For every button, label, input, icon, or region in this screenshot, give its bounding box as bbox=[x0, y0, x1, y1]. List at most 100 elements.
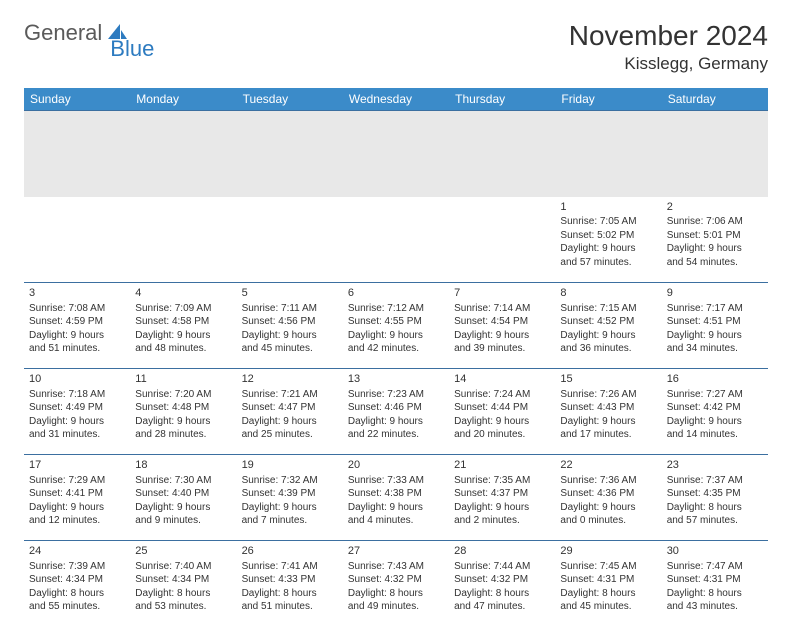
calendar-cell: 8Sunrise: 7:15 AMSunset: 4:52 PMDaylight… bbox=[555, 283, 661, 369]
sunrise-text: Sunrise: 7:43 AM bbox=[348, 560, 444, 574]
sunrise-text: Sunrise: 7:23 AM bbox=[348, 388, 444, 402]
sunset-text: Sunset: 4:55 PM bbox=[348, 315, 444, 329]
calendar-week: 3Sunrise: 7:08 AMSunset: 4:59 PMDaylight… bbox=[24, 283, 768, 369]
daylight-text: Daylight: 9 hours bbox=[348, 415, 444, 429]
daylight-text: Daylight: 9 hours bbox=[560, 329, 656, 343]
calendar-cell bbox=[24, 197, 130, 283]
calendar-cell: 30Sunrise: 7:47 AMSunset: 4:31 PMDayligh… bbox=[662, 541, 768, 627]
sunset-text: Sunset: 4:34 PM bbox=[135, 573, 231, 587]
calendar-cell bbox=[343, 197, 449, 283]
calendar-cell: 23Sunrise: 7:37 AMSunset: 4:35 PMDayligh… bbox=[662, 455, 768, 541]
sunrise-text: Sunrise: 7:39 AM bbox=[29, 560, 125, 574]
sunset-text: Sunset: 4:48 PM bbox=[135, 401, 231, 415]
daylight-text: Daylight: 9 hours bbox=[242, 415, 338, 429]
sunrise-text: Sunrise: 7:14 AM bbox=[454, 302, 550, 316]
header: General Blue November 2024 Kisslegg, Ger… bbox=[24, 20, 768, 74]
calendar-cell: 19Sunrise: 7:32 AMSunset: 4:39 PMDayligh… bbox=[237, 455, 343, 541]
sunrise-text: Sunrise: 7:08 AM bbox=[29, 302, 125, 316]
daylight-text: Daylight: 8 hours bbox=[242, 587, 338, 601]
day-number: 7 bbox=[454, 286, 550, 301]
day-number: 8 bbox=[560, 286, 656, 301]
calendar-cell: 26Sunrise: 7:41 AMSunset: 4:33 PMDayligh… bbox=[237, 541, 343, 627]
col-friday: Friday bbox=[555, 88, 661, 111]
daylight-text: Daylight: 9 hours bbox=[667, 242, 763, 256]
sunrise-text: Sunrise: 7:24 AM bbox=[454, 388, 550, 402]
sunrise-text: Sunrise: 7:32 AM bbox=[242, 474, 338, 488]
day-number: 17 bbox=[29, 458, 125, 473]
daylight-text: Daylight: 8 hours bbox=[29, 587, 125, 601]
daylight-text: Daylight: 9 hours bbox=[135, 329, 231, 343]
location: Kisslegg, Germany bbox=[569, 54, 768, 74]
daylight-text: and 28 minutes. bbox=[135, 428, 231, 442]
daylight-text: Daylight: 9 hours bbox=[560, 501, 656, 515]
daylight-text: and 14 minutes. bbox=[667, 428, 763, 442]
calendar-cell: 20Sunrise: 7:33 AMSunset: 4:38 PMDayligh… bbox=[343, 455, 449, 541]
col-saturday: Saturday bbox=[662, 88, 768, 111]
sunrise-text: Sunrise: 7:26 AM bbox=[560, 388, 656, 402]
sunset-text: Sunset: 4:46 PM bbox=[348, 401, 444, 415]
daylight-text: and 22 minutes. bbox=[348, 428, 444, 442]
sunset-text: Sunset: 4:44 PM bbox=[454, 401, 550, 415]
calendar-cell: 11Sunrise: 7:20 AMSunset: 4:48 PMDayligh… bbox=[130, 369, 236, 455]
calendar-cell: 5Sunrise: 7:11 AMSunset: 4:56 PMDaylight… bbox=[237, 283, 343, 369]
sunset-text: Sunset: 4:39 PM bbox=[242, 487, 338, 501]
calendar-cell: 22Sunrise: 7:36 AMSunset: 4:36 PMDayligh… bbox=[555, 455, 661, 541]
daylight-text: and 0 minutes. bbox=[560, 514, 656, 528]
day-number: 30 bbox=[667, 544, 763, 559]
calendar-cell: 2Sunrise: 7:06 AMSunset: 5:01 PMDaylight… bbox=[662, 197, 768, 283]
sunrise-text: Sunrise: 7:47 AM bbox=[667, 560, 763, 574]
day-number: 6 bbox=[348, 286, 444, 301]
sunrise-text: Sunrise: 7:18 AM bbox=[29, 388, 125, 402]
daylight-text: and 36 minutes. bbox=[560, 342, 656, 356]
sunset-text: Sunset: 4:54 PM bbox=[454, 315, 550, 329]
calendar-week: 10Sunrise: 7:18 AMSunset: 4:49 PMDayligh… bbox=[24, 369, 768, 455]
calendar-cell: 9Sunrise: 7:17 AMSunset: 4:51 PMDaylight… bbox=[662, 283, 768, 369]
daylight-text: and 45 minutes. bbox=[242, 342, 338, 356]
daylight-text: Daylight: 9 hours bbox=[348, 329, 444, 343]
calendar-cell: 27Sunrise: 7:43 AMSunset: 4:32 PMDayligh… bbox=[343, 541, 449, 627]
calendar-cell: 10Sunrise: 7:18 AMSunset: 4:49 PMDayligh… bbox=[24, 369, 130, 455]
day-number: 4 bbox=[135, 286, 231, 301]
day-number: 1 bbox=[560, 200, 656, 215]
sunset-text: Sunset: 4:36 PM bbox=[560, 487, 656, 501]
day-number: 24 bbox=[29, 544, 125, 559]
daylight-text: and 51 minutes. bbox=[29, 342, 125, 356]
day-number: 9 bbox=[667, 286, 763, 301]
spacer-row bbox=[24, 111, 768, 197]
sunrise-text: Sunrise: 7:06 AM bbox=[667, 215, 763, 229]
sunrise-text: Sunrise: 7:20 AM bbox=[135, 388, 231, 402]
daylight-text: Daylight: 9 hours bbox=[560, 242, 656, 256]
sunset-text: Sunset: 5:01 PM bbox=[667, 229, 763, 243]
day-number: 16 bbox=[667, 372, 763, 387]
sunset-text: Sunset: 4:32 PM bbox=[348, 573, 444, 587]
sunset-text: Sunset: 4:31 PM bbox=[560, 573, 656, 587]
calendar-table: Sunday Monday Tuesday Wednesday Thursday… bbox=[24, 88, 768, 627]
col-tuesday: Tuesday bbox=[237, 88, 343, 111]
daylight-text: Daylight: 9 hours bbox=[560, 415, 656, 429]
day-number: 27 bbox=[348, 544, 444, 559]
daylight-text: and 25 minutes. bbox=[242, 428, 338, 442]
day-number: 23 bbox=[667, 458, 763, 473]
calendar-cell: 28Sunrise: 7:44 AMSunset: 4:32 PMDayligh… bbox=[449, 541, 555, 627]
daylight-text: Daylight: 8 hours bbox=[667, 587, 763, 601]
daylight-text: Daylight: 9 hours bbox=[29, 415, 125, 429]
sunrise-text: Sunrise: 7:21 AM bbox=[242, 388, 338, 402]
sunset-text: Sunset: 5:02 PM bbox=[560, 229, 656, 243]
day-number: 29 bbox=[560, 544, 656, 559]
title-block: November 2024 Kisslegg, Germany bbox=[569, 20, 768, 74]
calendar-cell: 17Sunrise: 7:29 AMSunset: 4:41 PMDayligh… bbox=[24, 455, 130, 541]
sunrise-text: Sunrise: 7:33 AM bbox=[348, 474, 444, 488]
sunrise-text: Sunrise: 7:27 AM bbox=[667, 388, 763, 402]
daylight-text: and 57 minutes. bbox=[667, 514, 763, 528]
daylight-text: Daylight: 8 hours bbox=[348, 587, 444, 601]
col-thursday: Thursday bbox=[449, 88, 555, 111]
day-number: 11 bbox=[135, 372, 231, 387]
sunrise-text: Sunrise: 7:44 AM bbox=[454, 560, 550, 574]
daylight-text: Daylight: 9 hours bbox=[454, 501, 550, 515]
daylight-text: and 39 minutes. bbox=[454, 342, 550, 356]
calendar-week: 17Sunrise: 7:29 AMSunset: 4:41 PMDayligh… bbox=[24, 455, 768, 541]
daylight-text: and 20 minutes. bbox=[454, 428, 550, 442]
day-number: 18 bbox=[135, 458, 231, 473]
sunset-text: Sunset: 4:59 PM bbox=[29, 315, 125, 329]
day-number: 25 bbox=[135, 544, 231, 559]
